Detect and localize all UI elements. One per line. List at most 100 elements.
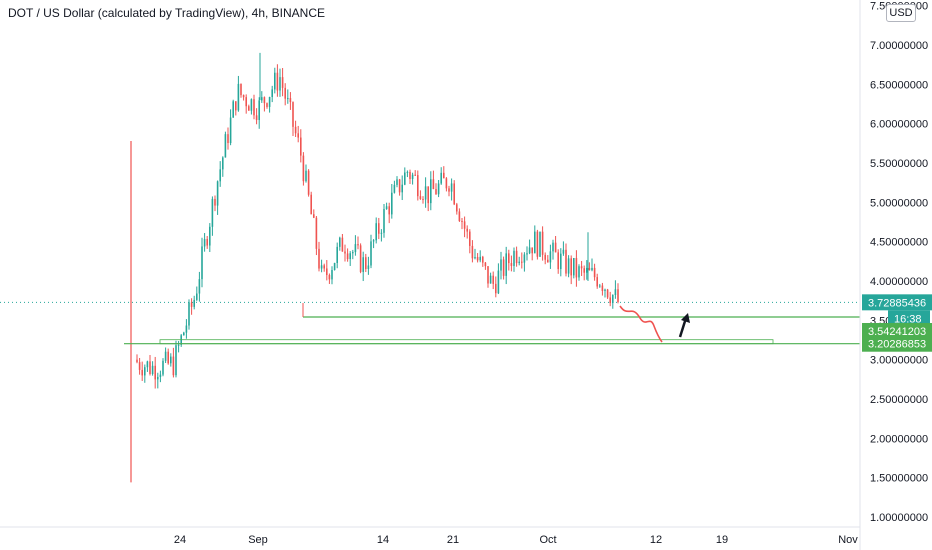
price-tick-label: 4.00000000 — [870, 276, 928, 288]
candle-body — [578, 266, 580, 278]
candle-body — [331, 270, 333, 280]
candle-body — [554, 242, 557, 253]
candle-body — [276, 72, 279, 91]
candle-body — [279, 77, 281, 91]
candle-body — [580, 266, 583, 269]
candle-body — [424, 186, 427, 200]
price-tag-bg — [862, 294, 932, 311]
candle-body — [328, 275, 331, 280]
candle-body — [562, 249, 565, 254]
candle-body — [149, 361, 151, 374]
candle-body — [367, 265, 370, 270]
candle-body — [461, 220, 463, 222]
candle-body — [144, 367, 146, 376]
price-tick-label: 1.50000000 — [870, 473, 928, 485]
candle-body — [232, 101, 234, 118]
candle-body — [172, 356, 175, 376]
candle-body — [612, 294, 614, 304]
candle-body — [157, 376, 159, 380]
candle-body — [365, 257, 367, 270]
candle-body — [391, 192, 393, 215]
candle-body — [294, 126, 297, 134]
candle-body — [497, 270, 500, 294]
candle-body — [570, 258, 572, 276]
candle-body — [258, 100, 260, 121]
price-tick-label: 6.50000000 — [870, 79, 928, 91]
candle-body — [250, 99, 253, 111]
candle-body — [349, 253, 351, 260]
candle-body — [281, 77, 284, 88]
candle-body — [370, 241, 372, 266]
candle-body — [547, 259, 549, 263]
candle-body — [266, 103, 268, 107]
candle-body — [466, 228, 468, 232]
candle-body — [318, 248, 320, 269]
price-tag-label: 3.72885436 — [868, 297, 926, 309]
candle-body — [310, 194, 312, 215]
candle-body — [409, 171, 411, 180]
candle-body — [479, 256, 481, 261]
price-tick-label: 1.00000000 — [870, 512, 928, 524]
candle-body — [430, 179, 432, 204]
candle-body — [604, 289, 606, 291]
price-tag-label: 3.54241203 — [868, 326, 926, 338]
candle-body — [261, 97, 263, 101]
candle-body — [302, 155, 305, 182]
candle-body — [385, 206, 388, 210]
candle-body — [336, 246, 338, 263]
up-arrow-head-icon — [681, 313, 690, 323]
candle-body — [378, 223, 380, 234]
candle-body — [183, 332, 185, 336]
candle-body — [450, 183, 453, 192]
candle-body — [297, 133, 299, 138]
currency-button[interactable]: USD — [886, 4, 916, 22]
candle-body — [289, 98, 292, 103]
candle-body — [521, 261, 523, 263]
candle-body — [484, 262, 487, 267]
time-tick-label: 14 — [377, 534, 389, 546]
candle-body — [544, 254, 546, 260]
candle-body — [190, 302, 193, 307]
candle-body — [315, 217, 318, 249]
candles-layer — [130, 52, 619, 483]
price-tick-label: 6.00000000 — [870, 119, 928, 131]
candle-body — [536, 231, 539, 257]
candle-body — [141, 369, 143, 376]
candle-body — [487, 266, 489, 284]
candle-body — [307, 170, 310, 195]
candle-body — [593, 267, 596, 278]
candle-body — [601, 285, 604, 291]
price-tick-label: 4.50000000 — [870, 237, 928, 249]
price-tick-label: 2.00000000 — [870, 433, 928, 445]
candle-body — [292, 102, 294, 127]
price-tick-label: 2.50000000 — [870, 394, 928, 406]
projection-path — [619, 305, 663, 343]
candle-body — [229, 117, 232, 144]
candle-body — [253, 99, 255, 116]
candle-body — [263, 97, 266, 104]
candle-body — [159, 374, 162, 377]
candle-body — [617, 289, 619, 302]
candle-body — [528, 247, 531, 254]
candle-body — [492, 275, 494, 284]
candle-body — [300, 137, 302, 156]
support-zone — [159, 339, 774, 345]
candle-body — [341, 237, 344, 252]
candle-body — [206, 239, 208, 246]
price-tag-bg — [862, 335, 932, 352]
candle-body — [557, 252, 559, 270]
candle-body — [458, 211, 461, 221]
candle-body — [268, 96, 271, 107]
candle-body — [445, 178, 448, 189]
candle-body — [227, 134, 229, 144]
candle-body — [534, 231, 536, 254]
candle-body — [404, 172, 406, 185]
candle-body — [513, 250, 515, 266]
candle-body — [609, 297, 611, 304]
candle-body — [419, 196, 422, 199]
candle-body — [375, 223, 377, 241]
candle-body — [271, 89, 273, 97]
price-tick-label: 5.50000000 — [870, 158, 928, 170]
